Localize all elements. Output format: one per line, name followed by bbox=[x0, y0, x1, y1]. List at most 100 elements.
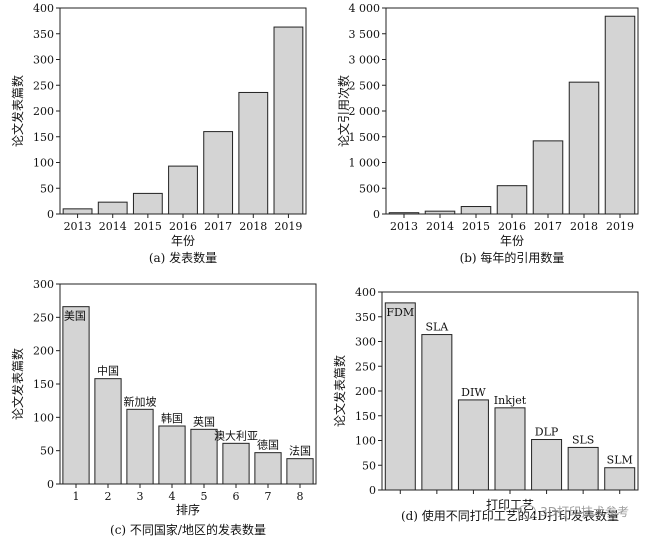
bar bbox=[460, 206, 492, 215]
y-tick-label: 350 bbox=[355, 311, 376, 324]
y-tick-label: 100 bbox=[33, 157, 54, 170]
chart-caption: (b) 每年的引用数量 bbox=[460, 250, 565, 265]
bar bbox=[531, 439, 563, 491]
bar-label: 韩国 bbox=[161, 411, 183, 425]
x-tick-label: 2018 bbox=[239, 220, 267, 233]
y-tick-label: 250 bbox=[33, 79, 54, 92]
y-tick-label: 50 bbox=[40, 445, 54, 458]
y-tick-label: 0 bbox=[369, 484, 376, 497]
bar bbox=[190, 428, 218, 485]
y-tick-label: 350 bbox=[33, 28, 54, 41]
y-tick-label: 150 bbox=[355, 410, 376, 423]
x-tick-label: 3 bbox=[137, 490, 144, 503]
bar-label: SLA bbox=[425, 321, 449, 334]
y-tick-label: 300 bbox=[33, 54, 54, 67]
bar-label: DIW bbox=[461, 386, 486, 399]
bar bbox=[203, 131, 234, 215]
bar bbox=[132, 192, 163, 215]
y-tick-label: 250 bbox=[33, 311, 54, 324]
bar-label: 德国 bbox=[257, 438, 279, 452]
bar bbox=[62, 208, 93, 215]
x-axis-label: 排序 bbox=[176, 502, 200, 517]
bar bbox=[158, 425, 186, 485]
y-tick-label: 400 bbox=[355, 286, 376, 299]
x-tick-label: 2014 bbox=[426, 220, 454, 233]
y-tick-label: 500 bbox=[359, 182, 380, 195]
y-tick-label: 250 bbox=[355, 360, 376, 373]
y-tick-label: 0 bbox=[373, 208, 380, 221]
bar-label: 美国 bbox=[64, 310, 86, 323]
chart-caption: (a) 发表数量 bbox=[149, 250, 217, 265]
y-tick-label: 100 bbox=[355, 435, 376, 448]
y-tick-label: 3 500 bbox=[349, 28, 381, 41]
bar-label: 中国 bbox=[97, 365, 119, 378]
y-tick-label: 150 bbox=[33, 378, 54, 391]
bar bbox=[421, 334, 453, 491]
y-axis-label: 论文发表篇数 bbox=[10, 75, 25, 147]
bar bbox=[286, 458, 314, 485]
y-tick-label: 150 bbox=[33, 131, 54, 144]
bar-label: 澳大利亚 bbox=[214, 428, 258, 442]
bar bbox=[62, 306, 90, 485]
bar bbox=[388, 212, 420, 215]
x-tick-label: 2017 bbox=[204, 220, 232, 233]
bar-label: DLP bbox=[535, 426, 559, 439]
y-axis-label: 论文发表篇数 bbox=[332, 355, 347, 427]
watermark-text: 3D打印技术参考 bbox=[540, 505, 629, 519]
x-tick-label: 2016 bbox=[498, 220, 526, 233]
y-tick-label: 2 500 bbox=[349, 79, 381, 92]
y-tick-label: 200 bbox=[355, 385, 376, 398]
x-tick-label: 2016 bbox=[169, 220, 197, 233]
y-tick-label: 0 bbox=[47, 208, 54, 221]
bar bbox=[222, 442, 250, 485]
bar bbox=[604, 467, 636, 491]
x-tick-label: 6 bbox=[233, 490, 240, 503]
y-tick-label: 100 bbox=[33, 411, 54, 424]
y-tick-label: 200 bbox=[33, 105, 54, 118]
plot-frame-b bbox=[385, 7, 639, 215]
y-tick-label: 1 500 bbox=[349, 131, 381, 144]
y-tick-label: 4 000 bbox=[349, 2, 381, 15]
wechat-icon bbox=[518, 504, 537, 519]
y-tick-label: 400 bbox=[33, 2, 54, 15]
bar bbox=[496, 185, 528, 215]
y-tick-label: 50 bbox=[40, 182, 54, 195]
bar bbox=[532, 140, 564, 215]
bar-label: Inkjet bbox=[494, 394, 527, 407]
y-tick-label: 2 000 bbox=[349, 105, 381, 118]
bar bbox=[97, 201, 128, 215]
watermark: 3D打印技术参考 bbox=[518, 503, 629, 520]
x-tick-label: 2017 bbox=[534, 220, 562, 233]
x-tick-label: 2 bbox=[105, 490, 112, 503]
bar bbox=[273, 26, 304, 215]
bar bbox=[384, 302, 416, 491]
y-tick-label: 1 000 bbox=[349, 157, 381, 170]
y-tick-label: 300 bbox=[355, 336, 376, 349]
bar-label: SLS bbox=[572, 433, 594, 446]
bar-label: 法国 bbox=[289, 444, 311, 458]
x-tick-label: 2019 bbox=[274, 220, 302, 233]
bar-label: FDM bbox=[386, 306, 414, 319]
x-tick-label: 2015 bbox=[462, 220, 490, 233]
y-axis-label: 论文引用次数 bbox=[336, 75, 351, 147]
bar bbox=[126, 408, 154, 485]
bar-label: 新加坡 bbox=[124, 394, 157, 408]
y-axis-label: 论文发表篇数 bbox=[10, 348, 25, 420]
bar bbox=[568, 81, 600, 215]
y-tick-label: 300 bbox=[33, 278, 54, 291]
bar bbox=[238, 91, 269, 215]
x-tick-label: 2018 bbox=[570, 220, 598, 233]
y-tick-label: 50 bbox=[362, 459, 376, 472]
x-tick-label: 7 bbox=[265, 490, 272, 503]
x-axis-label: 年份 bbox=[500, 234, 524, 248]
bar bbox=[457, 399, 489, 491]
x-tick-label: 2014 bbox=[99, 220, 127, 233]
x-tick-label: 2019 bbox=[606, 220, 634, 233]
y-tick-label: 0 bbox=[47, 478, 54, 491]
x-tick-label: 1 bbox=[73, 490, 80, 503]
bar bbox=[567, 446, 599, 491]
bar bbox=[254, 452, 282, 485]
x-tick-label: 5 bbox=[201, 490, 208, 503]
bar bbox=[94, 378, 122, 485]
